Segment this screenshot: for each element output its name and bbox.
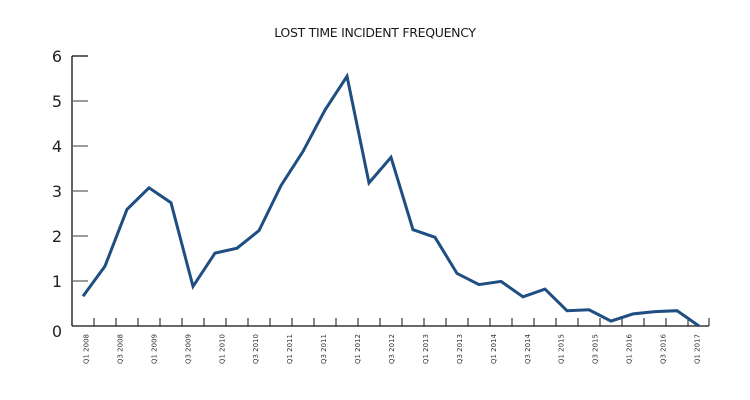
x-tick-label: Q3 2014 <box>524 333 532 364</box>
y-tick-label: 3 <box>52 182 62 201</box>
x-tick-label: Q3 2009 <box>184 334 192 364</box>
y-tick-label: 2 <box>52 227 62 246</box>
x-axis: Q1 2008 Q3 2008 Q1 2009 Q3 2009 Q1 2010 Q3 20… <box>72 318 710 364</box>
x-tick-label: Q3 2012 <box>388 334 396 364</box>
y-tick-label: 4 <box>52 137 62 156</box>
x-tick-label: Q3 2015 <box>592 334 600 364</box>
x-tick-label: Q1 2009 <box>150 334 158 364</box>
data-series <box>81 72 700 328</box>
y-axis: 0 1 2 3 4 5 6 <box>52 47 88 341</box>
x-tick-label: Q1 2017 <box>694 334 702 364</box>
x-tick-label: Q1 2010 <box>218 334 226 364</box>
y-tick-label: 1 <box>52 272 62 291</box>
x-tick-label: Q1 2015 <box>558 334 566 364</box>
x-tick-label: Q1 2008 <box>83 334 91 364</box>
x-tick-label: Q3 2008 <box>116 334 124 364</box>
series-line <box>81 72 700 328</box>
x-tick-label: Q3 2016 <box>660 333 668 364</box>
x-tick-label: Q3 2011 <box>320 334 328 364</box>
x-tick-label: Q1 2016 <box>626 333 634 364</box>
x-tick-label: Q1 2013 <box>422 334 430 364</box>
x-tick-label: Q3 2010 <box>252 334 260 364</box>
y-tick-label: 6 <box>52 47 62 66</box>
y-tick-label: 5 <box>52 92 62 111</box>
x-tick-label: Q1 2012 <box>354 334 362 364</box>
x-tick-label: Q3 2013 <box>456 334 464 364</box>
y-tick-label: 0 <box>52 322 62 341</box>
x-tick-label: Q1 2014 <box>490 333 498 364</box>
x-tick-label: Q1 2011 <box>286 334 294 364</box>
chart-title: LOST TIME INCIDENT FREQUENCY <box>274 25 476 40</box>
